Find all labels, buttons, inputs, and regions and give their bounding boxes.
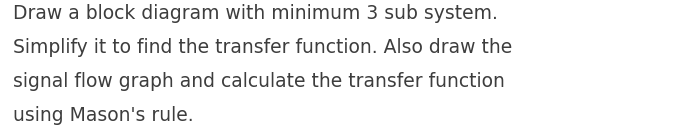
Text: Simplify it to find the transfer function. Also draw the: Simplify it to find the transfer functio…	[13, 38, 512, 57]
Text: signal flow graph and calculate the transfer function: signal flow graph and calculate the tran…	[13, 72, 505, 91]
Text: Draw a block diagram with minimum 3 sub system.: Draw a block diagram with minimum 3 sub …	[13, 4, 498, 23]
Text: using Mason's rule.: using Mason's rule.	[13, 106, 193, 125]
